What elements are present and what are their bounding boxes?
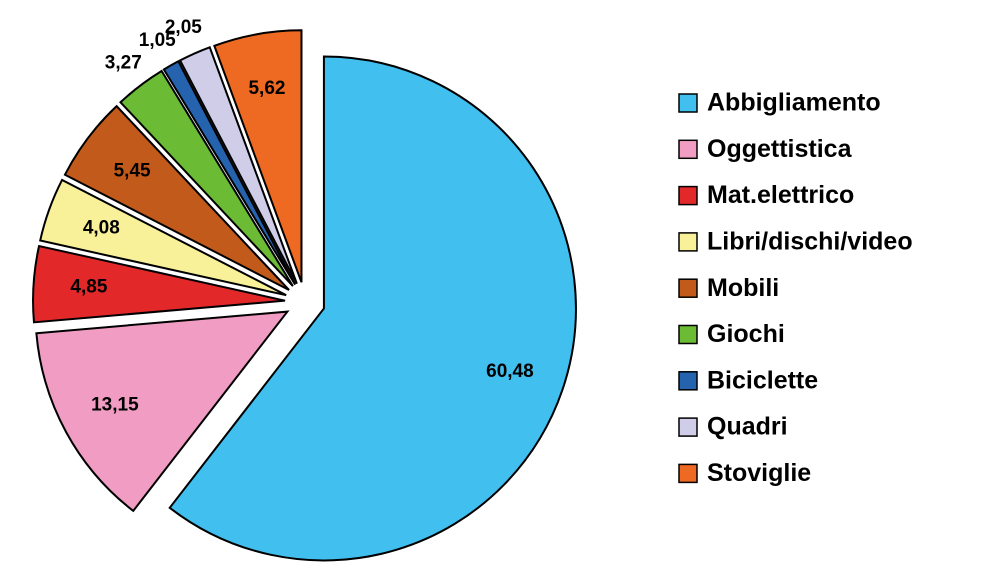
legend-label: Mobili: [707, 274, 779, 302]
legend-label: Stoviglie: [707, 459, 811, 487]
value-label: 13,15: [91, 395, 139, 416]
pie-slice: [35, 310, 290, 513]
value-label: 3,27: [105, 52, 142, 73]
legend-label: Giochi: [707, 320, 785, 348]
legend-swatch: [678, 232, 698, 252]
pie-slice: [32, 244, 286, 324]
pie-slice: [38, 178, 287, 297]
legend-label: Libri/dischi/video: [707, 228, 913, 256]
pie-slice: [119, 69, 294, 287]
value-label: 4,08: [83, 217, 120, 238]
legend-swatch: [678, 93, 698, 113]
legend-label: Abbigliamento: [707, 89, 881, 117]
legend-swatch: [678, 278, 698, 298]
value-label: 5,62: [248, 78, 285, 99]
value-label: 60,48: [486, 361, 534, 382]
pie-slice: [168, 55, 577, 562]
legend-swatch: [678, 324, 698, 345]
legend-swatch: [678, 417, 698, 437]
pie-slice: [63, 104, 290, 291]
legend-swatch: [678, 139, 698, 160]
pie-slice: [178, 45, 298, 285]
value-label: 4,85: [70, 277, 107, 298]
value-label: 2,05: [165, 17, 202, 38]
legend-swatch: [678, 463, 698, 484]
legend-label: Mat.elettrico: [707, 181, 854, 209]
legend-swatch: [678, 185, 698, 206]
legend-label: Biciclette: [707, 366, 818, 394]
value-label: 1,05: [139, 30, 176, 51]
legend-label: Oggettistica: [707, 135, 853, 163]
pie-slice: [162, 59, 297, 286]
value-label: 5,45: [114, 161, 151, 182]
legend-swatch: [678, 371, 698, 391]
pie-slice: [213, 29, 303, 283]
legend-label: Quadri: [707, 413, 788, 441]
